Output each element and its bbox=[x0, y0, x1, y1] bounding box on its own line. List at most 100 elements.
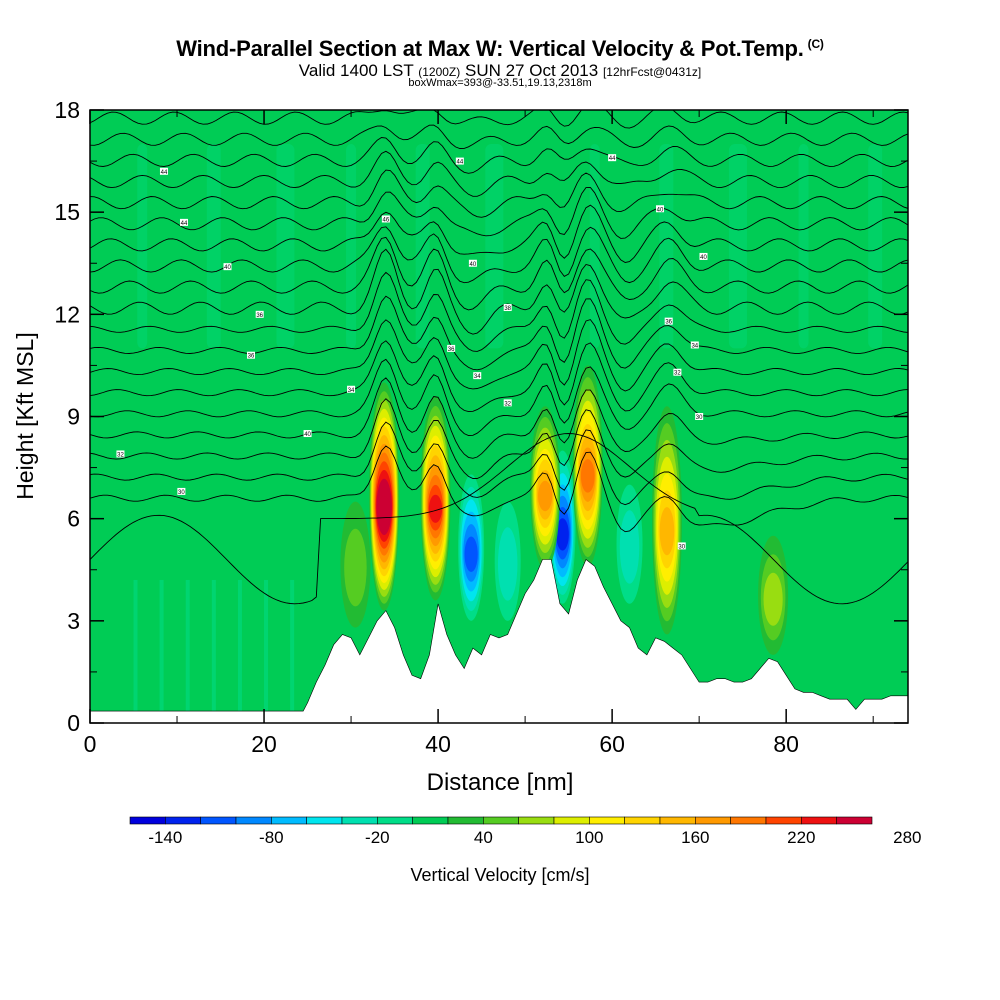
colorbar-swatch bbox=[271, 816, 307, 825]
isentrope-line bbox=[90, 187, 908, 239]
valid-local-time: Valid 1400 LST bbox=[298, 61, 414, 80]
weak-motion-streak bbox=[137, 144, 148, 349]
isentrope-label-text: 30 bbox=[178, 490, 185, 496]
downdraft-core bbox=[619, 510, 640, 584]
low-level-streak bbox=[264, 579, 269, 712]
isentrope-label-text: 46 bbox=[383, 217, 390, 223]
isentrope-label-text: 40 bbox=[224, 265, 231, 271]
forecast-info: [12hrFcst@0431z] bbox=[602, 65, 702, 79]
isentrope-labels: 44 44 40 36 36 34 40 32 30 46 44 40 38 36 34 32 44 40 40 36… bbox=[116, 154, 708, 550]
isentrope-label-text: 40 bbox=[700, 255, 707, 261]
y-tick-label: 18 bbox=[54, 97, 80, 123]
isentrope-label: 34 bbox=[690, 341, 699, 349]
y-tick-label: 12 bbox=[54, 301, 80, 327]
colorbar-swatch bbox=[695, 816, 731, 825]
x-tick-label: 40 bbox=[425, 731, 451, 757]
isentrope-label-text: 40 bbox=[657, 207, 664, 213]
isentrope-line bbox=[90, 295, 908, 371]
isentrope-label: 44 bbox=[455, 157, 464, 166]
colorbar-swatch bbox=[412, 816, 449, 825]
colorbar-swatch bbox=[659, 816, 696, 825]
boxwmax-line: boxWmax=393@-33.51,19.13,2318m bbox=[408, 77, 592, 89]
isentrope-label-text: 44 bbox=[609, 156, 616, 162]
colorbar-swatch bbox=[377, 816, 413, 825]
isentrope-label: 38 bbox=[503, 304, 512, 312]
isentrope-line bbox=[90, 377, 908, 459]
isentrope-line bbox=[90, 445, 908, 533]
colorbar-swatch bbox=[730, 816, 767, 825]
low-level-streak bbox=[159, 579, 164, 712]
isentrope-line bbox=[90, 137, 908, 174]
isentrope-label: 40 bbox=[655, 205, 664, 213]
isentrope-line bbox=[90, 204, 908, 263]
isentrope-label: 44 bbox=[608, 154, 617, 162]
isentrope-label-text: 32 bbox=[504, 401, 511, 407]
isentrope-label-text: 38 bbox=[504, 306, 511, 312]
colorbar-swatch bbox=[200, 816, 237, 825]
isentrope-label-text: 36 bbox=[665, 320, 672, 326]
isentrope-label: 32 bbox=[673, 368, 682, 377]
colorbar-swatch bbox=[447, 816, 484, 825]
isentrope-label: 40 bbox=[468, 259, 477, 268]
isentrope-line bbox=[90, 236, 908, 311]
isentrope-line bbox=[90, 124, 908, 149]
low-level-streak bbox=[237, 579, 242, 712]
isentrope-label: 32 bbox=[503, 399, 512, 407]
isentrope-label: 36 bbox=[246, 351, 255, 360]
x-axis-label: Distance [nm] bbox=[427, 769, 574, 796]
weak-motion-streak bbox=[868, 144, 883, 349]
isentrope-label: 32 bbox=[116, 450, 125, 458]
isentrope-label: 40 bbox=[223, 263, 232, 271]
colorbar-swatch bbox=[836, 816, 873, 825]
isentrope-label-text: 40 bbox=[304, 432, 311, 438]
colorbar-swatch bbox=[624, 816, 661, 825]
valid-time-line: Valid 1400 LST (1200Z) SUN 27 Oct 2013 [… bbox=[0, 61, 1000, 81]
weak-motion-streak bbox=[206, 144, 221, 349]
updraft-core bbox=[659, 507, 675, 556]
isentrope-label: 36 bbox=[447, 344, 456, 353]
isentrope-label-text: 44 bbox=[161, 170, 168, 176]
x-tick-label: 60 bbox=[599, 731, 625, 757]
isentrope-contours bbox=[90, 110, 908, 605]
updraft-core bbox=[763, 572, 783, 626]
low-level-streak bbox=[185, 579, 190, 712]
colorbar-tick-label: -20 bbox=[365, 828, 390, 847]
isentrope-line bbox=[90, 398, 908, 479]
y-tick-label: 0 bbox=[67, 710, 80, 736]
isentrope-label: 46 bbox=[381, 215, 390, 223]
isentrope-label: 44 bbox=[159, 167, 168, 176]
isentrope-label-text: 44 bbox=[456, 160, 463, 166]
weak-motion-streak bbox=[728, 144, 747, 349]
isentrope-label: 40 bbox=[699, 252, 708, 261]
low-level-streak bbox=[290, 579, 295, 712]
isentrope-label-text: 34 bbox=[348, 388, 355, 394]
downdraft-core bbox=[464, 536, 478, 573]
terrain-profile bbox=[89, 559, 909, 724]
isentrope-line bbox=[90, 319, 908, 392]
isentrope-label: 34 bbox=[473, 372, 482, 380]
isentrope-label-text: 34 bbox=[474, 374, 481, 380]
isentrope-line bbox=[90, 421, 908, 506]
colorbar-swatch bbox=[518, 816, 555, 825]
y-axis-label: Height [Kft MSL] bbox=[12, 332, 38, 499]
colorbar-swatch bbox=[765, 816, 802, 825]
isentrope-line bbox=[90, 150, 908, 197]
updraft-core bbox=[428, 494, 443, 523]
y-tick-label: 3 bbox=[67, 608, 80, 634]
isentrope-label-text: 44 bbox=[181, 221, 188, 227]
weak-motion-streak bbox=[346, 144, 357, 349]
isentrope-label-text: 30 bbox=[678, 544, 685, 550]
isentrope-label: 40 bbox=[303, 430, 312, 438]
isentrope-line bbox=[90, 110, 908, 129]
updraft-core bbox=[538, 480, 553, 512]
weak-motion-streak bbox=[659, 144, 674, 349]
colorbar-swatch bbox=[589, 816, 625, 825]
colorbar-label: Vertical Velocity [cm/s] bbox=[410, 865, 589, 885]
colorbar-tick-label: 220 bbox=[787, 828, 815, 847]
isentrope-label: 36 bbox=[255, 310, 264, 319]
isentrope-label-text: 32 bbox=[674, 371, 681, 377]
isentrope-label: 30 bbox=[177, 487, 186, 496]
colorbar-swatch bbox=[483, 816, 519, 825]
colorbar-swatch bbox=[341, 816, 378, 825]
